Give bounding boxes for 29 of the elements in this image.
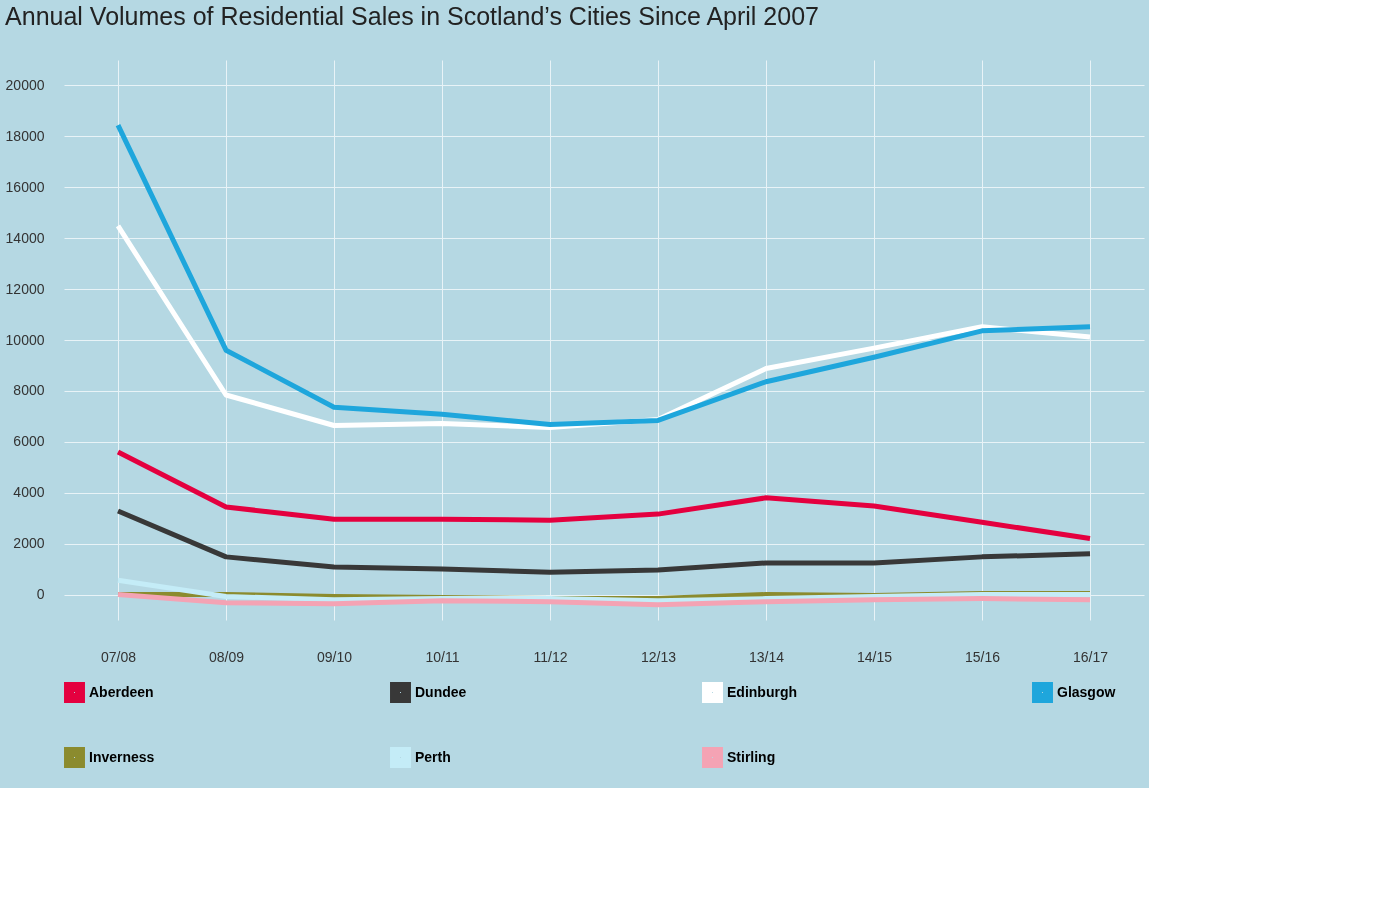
x-tick-label: 10/11 — [425, 648, 460, 665]
legend-label: Stirling — [727, 748, 776, 765]
legend-label: Perth — [415, 748, 451, 765]
x-tick-label: 09/10 — [316, 648, 353, 665]
legend-label: Aberdeen — [89, 683, 154, 700]
y-tick-label: 20000 — [5, 76, 45, 93]
chart-title: Annual Volumes of Residential Sales in Scotland’s Cities Since April 2007 — [5, 2, 819, 30]
legend-label: Glasgow — [1057, 683, 1116, 700]
y-tick-label: 10000 — [5, 331, 45, 348]
y-tick-label: 8000 — [13, 382, 45, 399]
y-tick-label: 16000 — [5, 178, 45, 195]
y-tick-label: 18000 — [5, 127, 45, 144]
x-tick-label: 11/12 — [533, 648, 568, 665]
x-tick-label: 16/17 — [1072, 648, 1109, 665]
x-tick-label: 12/13 — [640, 648, 677, 665]
y-tick-label: 2000 — [13, 535, 45, 552]
legend-label: Edinburgh — [727, 683, 797, 700]
y-tick-label: 12000 — [5, 280, 45, 297]
legend-label: Inverness — [89, 748, 155, 765]
legend-label: Dundee — [415, 683, 467, 700]
y-tick-label: 4000 — [13, 484, 45, 501]
x-tick-label: 13/14 — [748, 648, 785, 665]
x-tick-label: 14/15 — [856, 648, 893, 665]
y-tick-label: 6000 — [13, 433, 45, 450]
x-tick-label: 15/16 — [964, 648, 1001, 665]
x-tick-label: 07/08 — [100, 648, 137, 665]
x-tick-label: 08/09 — [208, 648, 245, 665]
y-tick-label: 0 — [36, 586, 45, 603]
y-tick-label: 14000 — [5, 229, 45, 246]
